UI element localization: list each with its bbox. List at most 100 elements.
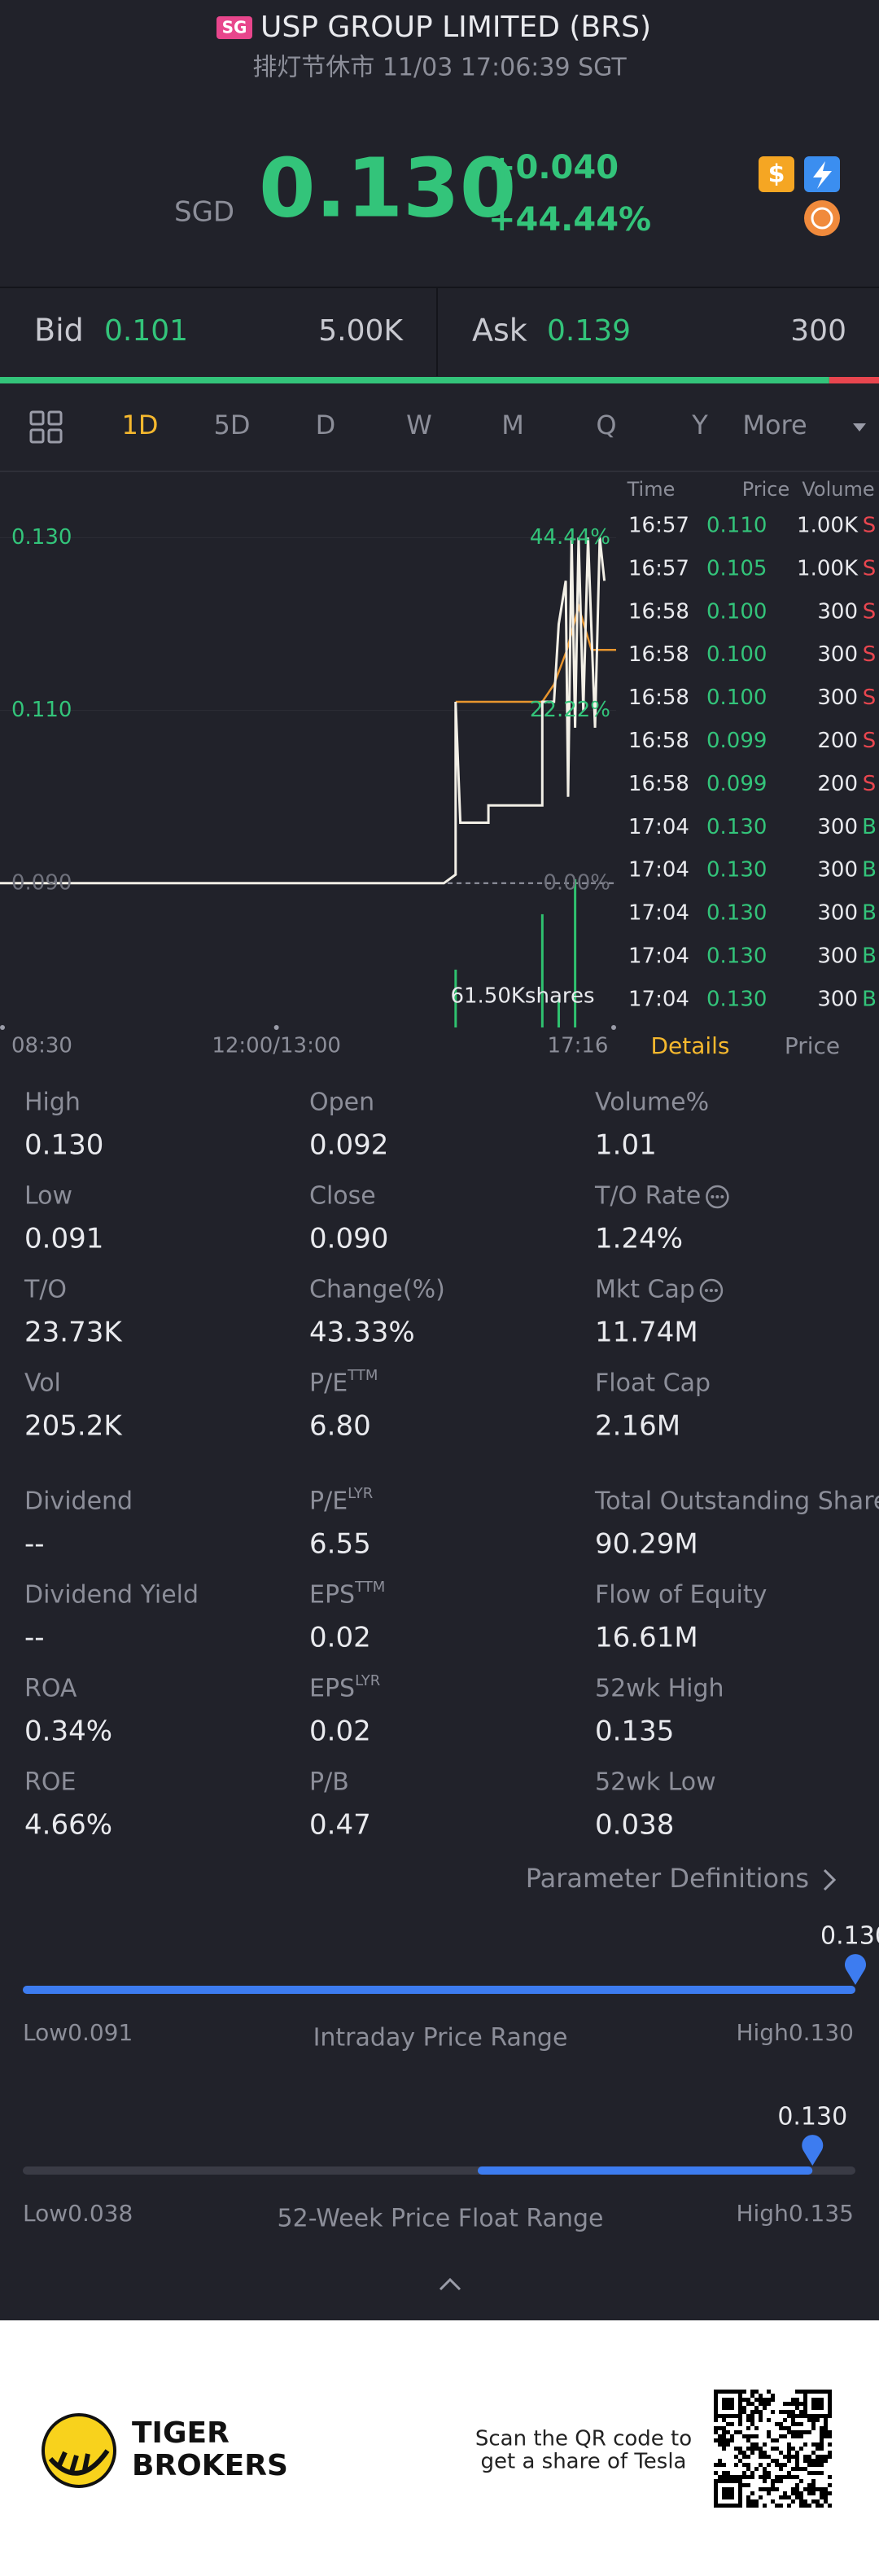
trade-time: 17:04	[628, 858, 689, 883]
divider	[436, 288, 438, 376]
y-tick-label: 0.110	[11, 698, 72, 722]
stat-label: Low	[24, 1182, 72, 1211]
timeframe-tab[interactable]: W	[406, 410, 432, 440]
trade-volume: 300	[817, 599, 858, 624]
stat-label-sup: LYR	[348, 1485, 373, 1502]
range-high-label: High	[736, 2019, 788, 2046]
dropdown-arrow[interactable]	[853, 423, 866, 432]
trade-price: 0.130	[706, 987, 767, 1011]
trade-time: 17:04	[628, 815, 689, 839]
logo	[42, 2413, 116, 2488]
trade-time: 16:58	[628, 599, 689, 624]
icon	[804, 200, 840, 236]
range-current-label: 0.130	[820, 1922, 879, 1951]
trade-column-header: Volume	[802, 478, 874, 501]
price-line	[0, 537, 606, 885]
timeframe-tab[interactable]: Q	[596, 410, 616, 440]
market-badge-text: SG	[222, 18, 247, 37]
stat-label: 52wk High	[595, 1675, 724, 1703]
trade-volume: 200	[817, 729, 858, 753]
layout-icon[interactable]	[29, 410, 63, 444]
chevron[interactable]	[823, 1868, 837, 1891]
trade-side: B	[862, 858, 877, 883]
range-low-label: Low	[23, 2200, 68, 2227]
range-marker	[802, 2135, 824, 2166]
timeframe-tab[interactable]: D	[316, 410, 336, 440]
panel-tab[interactable]: Details	[650, 1032, 729, 1059]
info-icon-dot	[709, 1289, 713, 1292]
stat-value: 0.038	[595, 1809, 674, 1842]
panel-tab[interactable]: Price	[785, 1032, 840, 1059]
price-change: +0.040	[488, 149, 619, 186]
y2-tick-label: 44.44%	[530, 525, 610, 550]
stat-value: 0.091	[24, 1223, 103, 1255]
trade-price: 0.130	[706, 858, 767, 883]
price-change-pct: +44.44%	[488, 201, 651, 239]
stat-value: 0.090	[309, 1223, 388, 1255]
definitions-link[interactable]: Parameter Definitions	[526, 1863, 809, 1894]
trade-price: 0.110	[706, 514, 767, 538]
trade-price: 0.105	[706, 556, 767, 580]
trade-column-header: Time	[627, 478, 676, 501]
timeframe-tab[interactable]: M	[501, 410, 524, 440]
stat-value: 1.01	[595, 1129, 657, 1162]
stat-label: Volume%	[595, 1089, 709, 1117]
trade-side: B	[862, 944, 877, 969]
trade-time: 17:04	[628, 901, 689, 926]
stat-label: Change(%)	[309, 1276, 445, 1304]
stat-value: 6.55	[309, 1528, 371, 1561]
stat-label: 52wk Low	[595, 1768, 716, 1797]
info-icon-dot	[711, 1195, 715, 1198]
range-title: Intraday Price Range	[313, 2024, 568, 2052]
trade-side: S	[863, 686, 877, 710]
trade-side: S	[863, 514, 877, 538]
timeframe-tab[interactable]: Y	[691, 410, 708, 440]
icon-glyph	[813, 161, 832, 189]
divider	[0, 287, 879, 288]
trade-price: 0.100	[706, 642, 767, 667]
market-badge	[216, 16, 252, 39]
qr-caption: Scan the QR code to	[475, 2427, 692, 2451]
status-subtitle: 排灯节休市 11/03 17:06:39 SGT	[252, 54, 627, 82]
stat-label-sup: TTM	[354, 1579, 385, 1596]
stat-value: 11.74M	[595, 1316, 698, 1349]
volume-max-label: 61.50Kshares	[450, 984, 594, 1009]
y-tick-label: 0.090	[11, 870, 72, 895]
stat-value: 0.130	[24, 1129, 103, 1162]
range-current-label: 0.130	[777, 2103, 847, 2131]
stat-label: T/O Rate	[594, 1182, 701, 1211]
ask-price: 0.139	[547, 314, 631, 348]
timeframe-tab[interactable]: More	[742, 410, 807, 440]
brand-name: BROKERS	[132, 2449, 288, 2482]
x-tick-label: 12:00/13:00	[212, 1034, 341, 1058]
stat-label: P/B	[309, 1768, 349, 1797]
brand-name: TIGER	[132, 2416, 230, 2450]
ask-size: 300	[790, 314, 846, 348]
trade-side: S	[863, 772, 877, 796]
range-marker	[845, 1954, 866, 1985]
stat-value: 90.29M	[595, 1528, 698, 1561]
x-tick-label: 08:30	[11, 1034, 72, 1058]
trade-volume: 300	[817, 642, 858, 667]
icon-glyph	[811, 207, 833, 230]
timeframe-tab[interactable]: 1D	[122, 410, 159, 440]
trade-volume: 300	[817, 901, 858, 926]
stat-label: Open	[309, 1089, 374, 1117]
last-price: 0.130	[259, 140, 516, 235]
stat-value: 1.24%	[595, 1223, 683, 1255]
info-icon	[699, 1278, 724, 1303]
trade-time: 16:57	[628, 556, 689, 580]
bid-size: 5.00K	[318, 314, 404, 348]
trade-side: B	[862, 987, 877, 1011]
stat-value: --	[24, 1622, 45, 1654]
trade-volume: 300	[817, 858, 858, 883]
trade-price: 0.130	[706, 901, 767, 926]
stat-value: 0.135	[595, 1715, 674, 1748]
info-icon	[706, 1185, 729, 1209]
stat-value: 16.61M	[595, 1622, 698, 1654]
trade-volume: 200	[817, 772, 858, 796]
collapse-caret[interactable]	[439, 2277, 461, 2291]
qr-modules	[714, 2390, 832, 2508]
volume-bar	[540, 913, 544, 1027]
timeframe-tab[interactable]: 5D	[214, 410, 251, 440]
